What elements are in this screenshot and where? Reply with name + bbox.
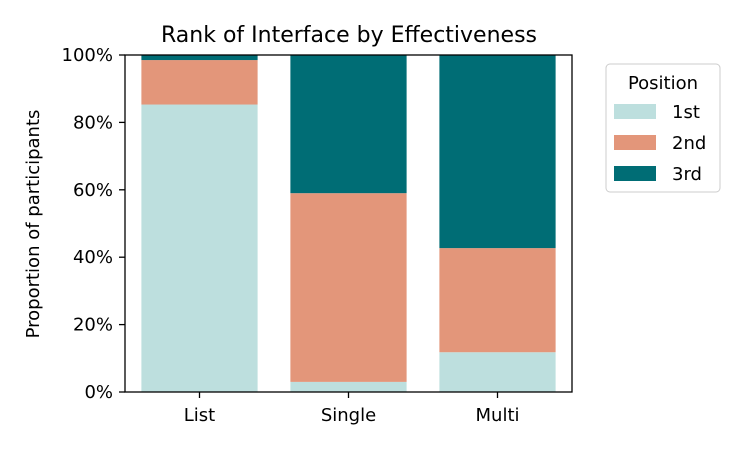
- legend-label-3rd: 3rd: [672, 164, 702, 185]
- y-tick-label: 20%: [73, 315, 113, 336]
- bar-single-3rd: [290, 55, 407, 194]
- bar-list-2nd: [141, 60, 258, 105]
- legend-swatch-3rd: [614, 166, 656, 181]
- bar-single-1st: [290, 381, 407, 392]
- bars-group: [141, 55, 556, 392]
- legend-swatch-2nd: [614, 135, 656, 150]
- x-tick-label-multi: Multi: [476, 405, 520, 426]
- y-tick-label: 80%: [73, 112, 113, 133]
- chart-title: Rank of Interface by Effectiveness: [161, 23, 537, 48]
- x-axis-ticks: List Single Multi: [184, 392, 520, 426]
- y-axis-ticks: 0% 20% 40% 60% 80% 100%: [62, 45, 125, 403]
- bar-multi-2nd: [439, 248, 556, 353]
- x-tick-label-list: List: [184, 405, 215, 426]
- legend-label-2nd: 2nd: [672, 133, 706, 154]
- bar-multi-1st: [439, 352, 556, 392]
- y-axis-label: Proportion of participants: [23, 110, 44, 339]
- bar-single-2nd: [290, 193, 407, 382]
- bar-list-1st: [141, 104, 258, 392]
- legend-frame: [605, 63, 721, 193]
- y-tick-label: 40%: [73, 247, 113, 268]
- legend-items: 1st 2nd 3rd: [614, 102, 706, 185]
- y-tick-label: 0%: [84, 382, 113, 403]
- legend: Position 1st 2nd 3rd: [605, 63, 721, 193]
- y-tick-label: 100%: [62, 45, 113, 66]
- legend-title: Position: [628, 73, 698, 94]
- bar-multi-3rd: [439, 55, 556, 249]
- y-tick-label: 60%: [73, 180, 113, 201]
- bar-list-3rd: [141, 55, 258, 61]
- legend-label-1st: 1st: [672, 102, 700, 123]
- x-tick-label-single: Single: [321, 405, 376, 426]
- legend-swatch-1st: [614, 104, 656, 119]
